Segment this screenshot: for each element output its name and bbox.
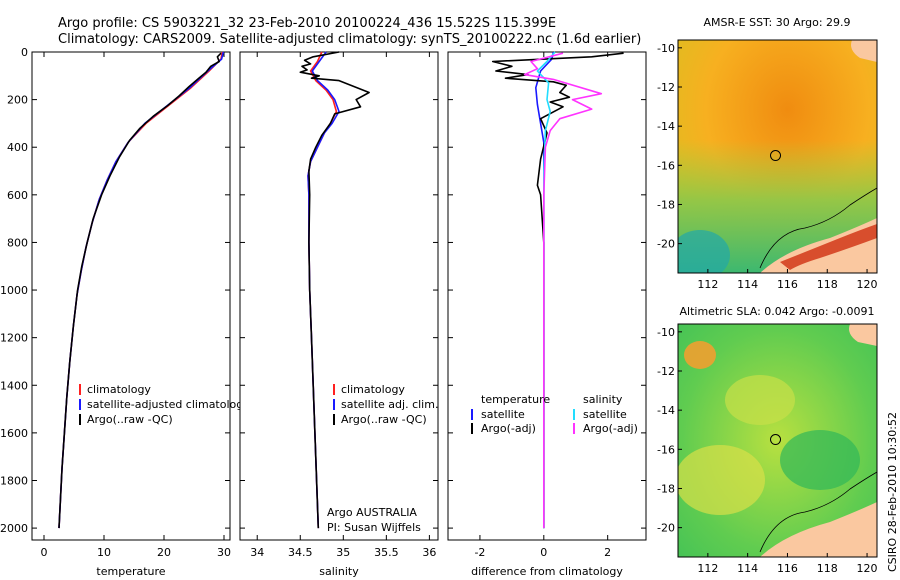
map-y-tick-label: -18 — [657, 198, 675, 211]
sst-float-marker — [770, 150, 782, 162]
map-y-tick-label: -12 — [657, 81, 675, 94]
x-axis-label: difference from climatology — [471, 565, 623, 578]
x-tick-label: 20 — [157, 546, 171, 559]
y-tick-label: 400 — [7, 141, 28, 154]
y-tick-label: 1600 — [0, 427, 28, 440]
legend-label: Argo(..raw -QC) — [87, 413, 173, 426]
legend-header-temperature: temperature — [481, 393, 550, 406]
series-line-3 — [523, 52, 603, 529]
profile-panel-1: 34 34.5 35 35.5 36 salinity climatology satelli… — [239, 51, 439, 578]
sla-high-patch-1 — [684, 341, 716, 369]
map-x-tick-label: 118 — [817, 278, 838, 291]
title-line-1: Argo profile: CS 5903221_32 23-Feb-2010 … — [58, 16, 556, 31]
legend-label: climatology — [341, 383, 405, 396]
x-tick-label: -2 — [474, 546, 485, 559]
sst-map: AMSR-E SST: 30 Argo: 29.9 112 114 116 118 12… — [657, 16, 878, 291]
sla-map-title: Altimetric SLA: 0.042 Argo: -0.0091 — [680, 305, 875, 318]
series-line-2 — [58, 52, 222, 529]
map-x-tick-label: 112 — [697, 562, 718, 575]
x-axis-label: temperature — [96, 565, 165, 578]
sla-high-patch-3 — [678, 445, 765, 515]
map-y-tick-label: -12 — [657, 365, 675, 378]
map-x-tick-label: 114 — [737, 562, 758, 575]
panel-annotation: Argo AUSTRALIA — [327, 506, 417, 519]
x-axis-label: salinity — [319, 565, 359, 578]
sst-map-title: AMSR-E SST: 30 Argo: 29.9 — [703, 16, 850, 29]
sst-hot-coast — [780, 224, 877, 270]
sst-land — [851, 40, 877, 62]
x-tick-label: 2 — [604, 546, 611, 559]
sla-float-marker — [770, 434, 782, 446]
x-tick-label: 34.5 — [288, 546, 313, 559]
x-tick-label: 36 — [422, 546, 436, 559]
map-y-tick-label: -20 — [657, 238, 675, 251]
map-y-tick-label: -20 — [657, 522, 675, 535]
map-y-tick-label: -10 — [657, 42, 675, 55]
legend-label: satellite — [481, 408, 525, 421]
map-y-tick-label: -16 — [657, 159, 675, 172]
sst-warm-patch — [678, 230, 730, 273]
map-y-tick-label: -18 — [657, 482, 675, 495]
legend-label: Argo(-adj) — [583, 422, 638, 435]
sst-map-frame — [677, 39, 878, 274]
y-tick-label: 1800 — [0, 474, 28, 487]
panel-annotation: PI: Susan Wijffels — [327, 521, 421, 534]
legend-label: Argo(-adj) — [481, 422, 536, 435]
x-tick-label: 0 — [41, 546, 48, 559]
map-y-tick-label: -14 — [657, 404, 675, 417]
y-tick-label: 600 — [7, 189, 28, 202]
legend-header-salinity: salinity — [583, 393, 623, 406]
y-tick-label: 1200 — [0, 332, 28, 345]
legend-label: satellite — [583, 408, 627, 421]
x-tick-label: 35 — [336, 546, 350, 559]
series-line-0 — [535, 51, 555, 529]
x-tick-label: 34 — [250, 546, 264, 559]
y-tick-label: 1400 — [0, 379, 28, 392]
map-x-tick-label: 120 — [857, 278, 878, 291]
sla-coast-land — [760, 502, 877, 557]
x-tick-label: 10 — [97, 546, 111, 559]
legend-label: satellite adj. clim. — [341, 398, 438, 411]
sla-map-frame — [677, 323, 878, 558]
legend-label: climatology — [87, 383, 151, 396]
y-tick-label: 800 — [7, 236, 28, 249]
sla-land — [849, 324, 877, 346]
map-x-tick-label: 116 — [777, 562, 798, 575]
y-tick-label: 0 — [21, 46, 28, 59]
x-tick-label: 30 — [217, 546, 231, 559]
panel-frame — [239, 51, 439, 541]
map-x-tick-label: 116 — [777, 278, 798, 291]
y-tick-label: 2000 — [0, 522, 28, 535]
map-x-tick-label: 120 — [857, 562, 878, 575]
title-line-2: Climatology: CARS2009. Satellite-adjuste… — [58, 32, 641, 47]
profile-panel-0: 0 10 20 30 temperature 0 200 400 600 800 1000 1200 1… — [0, 46, 250, 578]
profile-panels: 0 10 20 30temperature0200400600800100012001… — [0, 46, 647, 578]
x-tick-label: 35.5 — [374, 546, 399, 559]
map-x-tick-label: 118 — [817, 562, 838, 575]
sla-low-patch — [780, 430, 860, 490]
map-y-tick-label: -14 — [657, 120, 675, 133]
y-tick-label: 200 — [7, 94, 28, 107]
panel-frame — [31, 51, 231, 541]
sla-high-patch-2 — [725, 375, 795, 425]
series-line-2 — [299, 51, 370, 529]
map-y-tick-label: -16 — [657, 443, 675, 456]
map-y-tick-label: -10 — [657, 326, 675, 339]
legend-label: satellite-adjusted climatology — [87, 398, 250, 411]
map-x-tick-label: 112 — [697, 278, 718, 291]
series-line-1 — [491, 52, 624, 529]
map-x-tick-label: 114 — [737, 278, 758, 291]
sst-depth-contour — [759, 187, 877, 269]
x-tick-label: 0 — [540, 546, 547, 559]
sla-map: Altimetric SLA: 0.042 Argo: -0.0091 112 1… — [657, 305, 878, 575]
legend-label: Argo(..raw -QC) — [341, 413, 427, 426]
sla-depth-contour — [759, 471, 877, 553]
credit-stamp: CSIRO 28-Feb-2010 10:30:52 — [886, 412, 899, 572]
y-tick-label: 1000 — [0, 284, 28, 297]
profile-panel-2: -2 0 2 difference from climatology temperatu… — [447, 51, 647, 578]
